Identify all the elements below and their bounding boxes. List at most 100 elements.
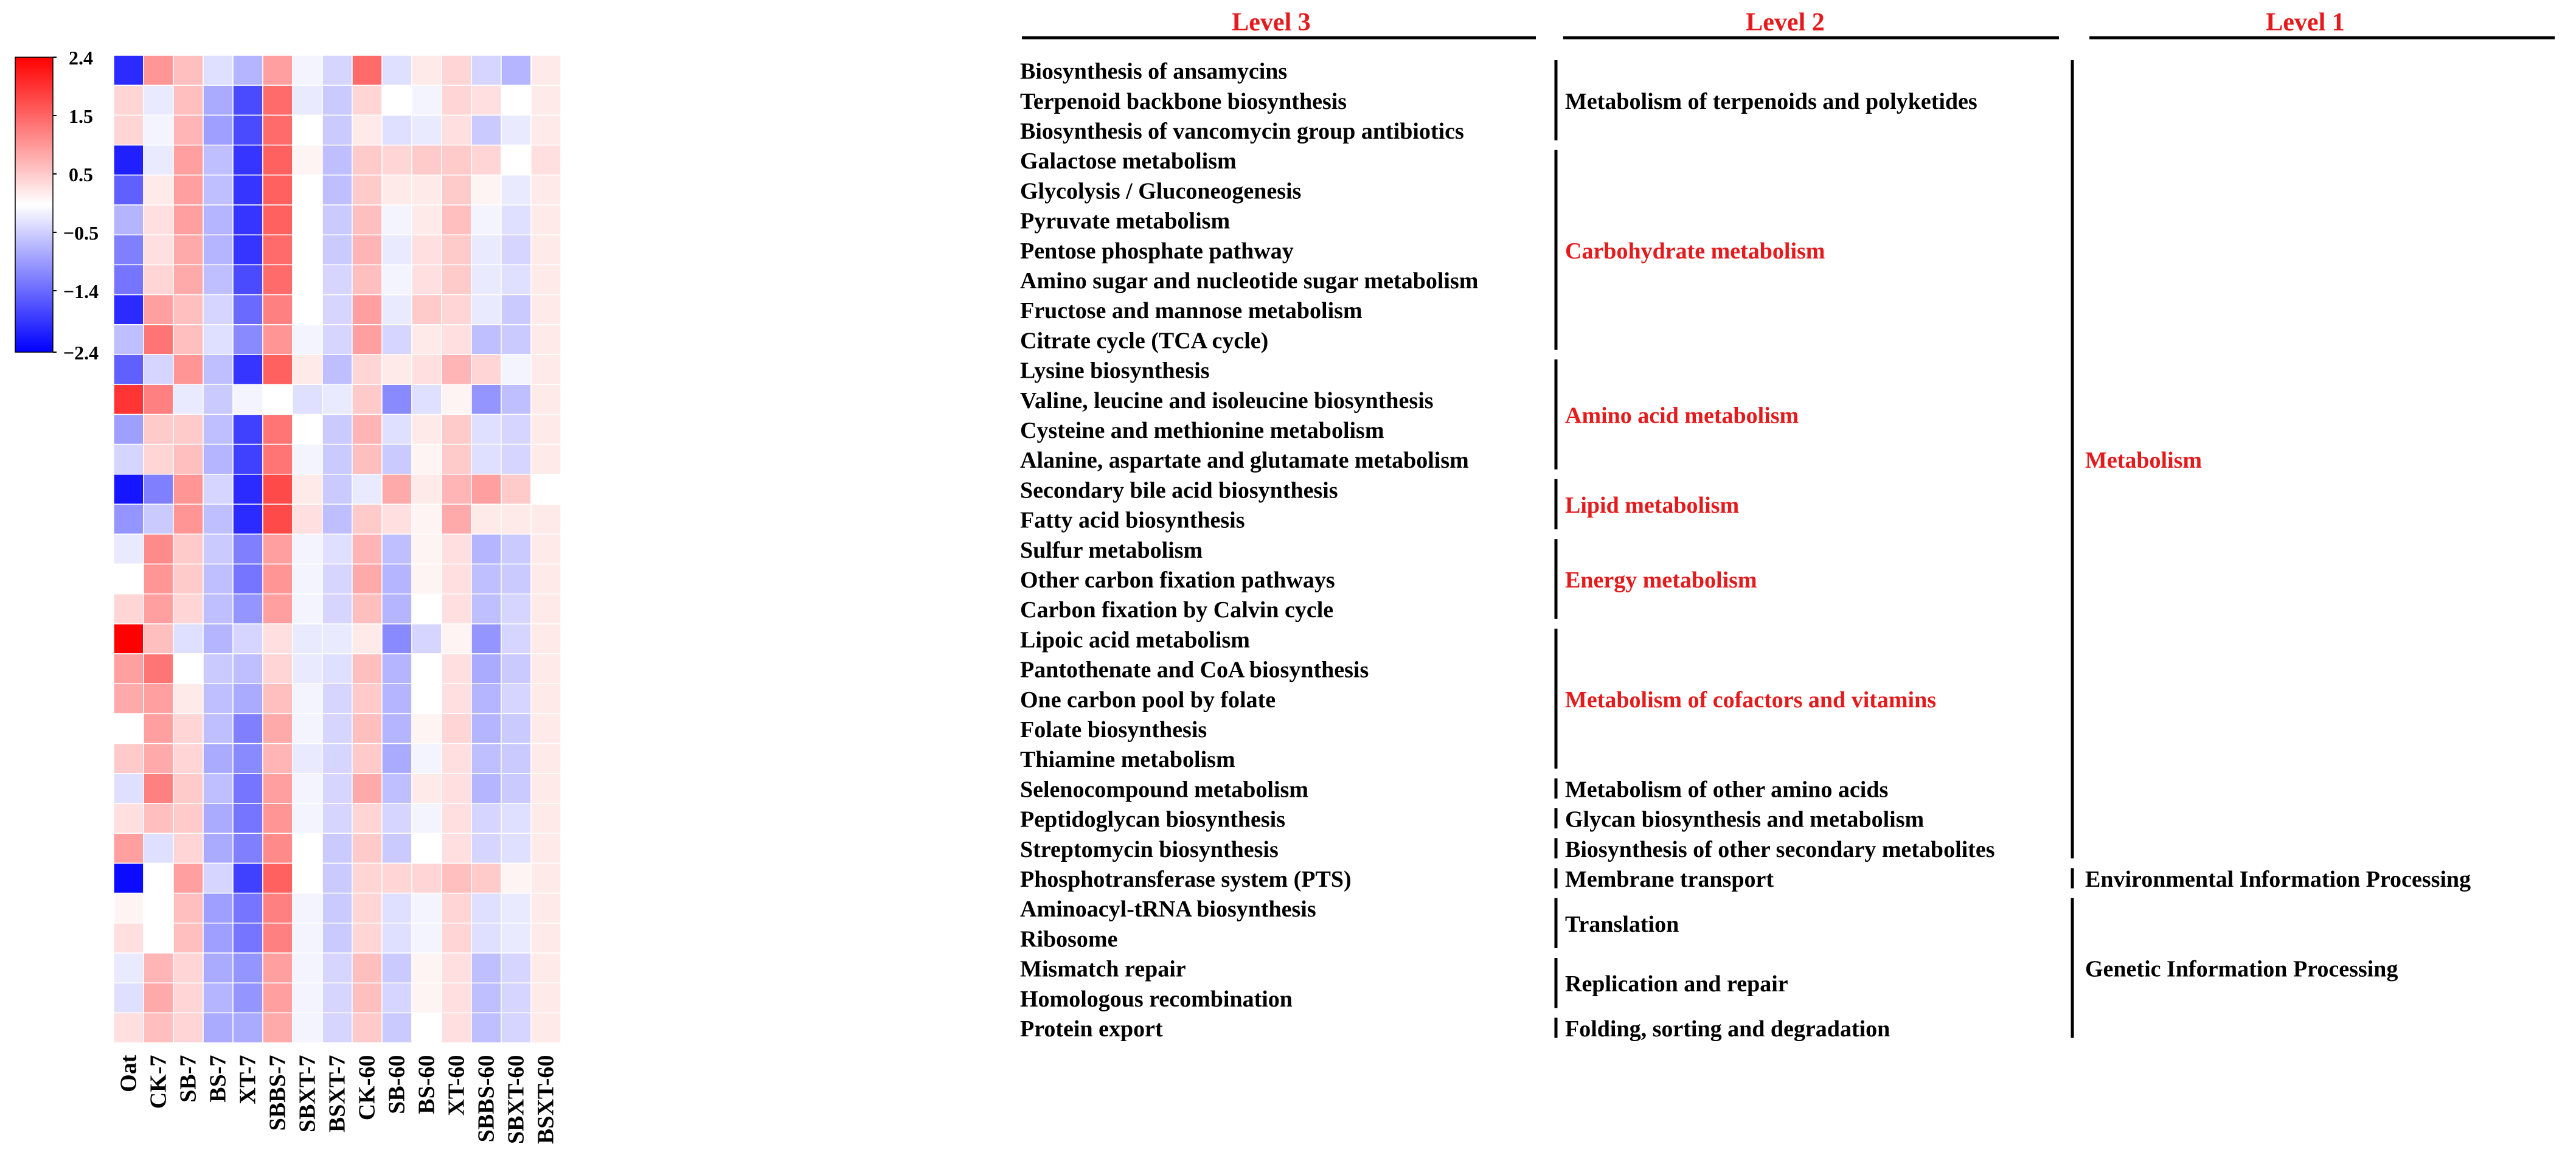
column-label: BSXT-7 bbox=[325, 1055, 350, 1132]
heatmap-cell bbox=[352, 533, 383, 565]
heatmap-cell bbox=[262, 563, 293, 595]
heatmap-cell bbox=[203, 504, 234, 535]
heatmap-cell bbox=[113, 923, 144, 954]
heatmap-cell bbox=[471, 563, 502, 595]
heatmap-cell bbox=[471, 773, 502, 804]
heatmap-cell bbox=[113, 743, 144, 774]
level2-label: Metabolism of terpenoids and polyketides bbox=[1565, 89, 1977, 114]
heatmap-cell bbox=[143, 384, 174, 415]
heatmap-cell bbox=[173, 563, 204, 595]
heatmap-cell bbox=[113, 474, 144, 505]
heatmap-cell bbox=[262, 354, 293, 385]
heatmap-cell bbox=[471, 384, 502, 415]
heatmap-cell bbox=[292, 234, 323, 266]
heatmap-cell bbox=[143, 324, 174, 355]
heatmap-cell bbox=[501, 384, 532, 415]
heatmap-cell bbox=[381, 175, 412, 206]
heatmap-cell bbox=[471, 474, 502, 505]
heatmap-cell bbox=[381, 443, 412, 475]
heatmap-cell bbox=[411, 743, 442, 774]
heatmap-cell bbox=[173, 982, 204, 1014]
heatmap-cell bbox=[471, 803, 502, 834]
heatmap-cell bbox=[262, 653, 293, 684]
heatmap-cell bbox=[262, 474, 293, 505]
heatmap-cell bbox=[411, 414, 442, 445]
heatmap-cell bbox=[143, 923, 174, 954]
heatmap-cell bbox=[113, 623, 144, 654]
heatmap-cell bbox=[381, 144, 412, 176]
level3-labels: Biosynthesis of ansamycins Terpenoid back… bbox=[1020, 59, 1478, 1042]
heatmap-cell bbox=[173, 264, 204, 296]
heatmap-cell bbox=[471, 923, 502, 954]
heatmap-cell bbox=[143, 952, 174, 983]
column-label: Oat bbox=[116, 1055, 142, 1092]
heatmap-cell bbox=[143, 114, 174, 146]
heatmap-cell bbox=[143, 144, 174, 176]
heatmap-cell bbox=[203, 533, 234, 565]
heatmap-cell bbox=[232, 264, 263, 296]
heatmap-cell bbox=[411, 294, 442, 325]
heatmap-cell bbox=[173, 55, 204, 86]
heatmap-cell bbox=[262, 803, 293, 834]
heatmap-cell bbox=[322, 114, 353, 146]
heatmap-cell bbox=[143, 264, 174, 296]
heatmap-cell bbox=[381, 923, 412, 954]
level2-label: Carbohydrate metabolism bbox=[1565, 238, 1825, 264]
heatmap-cell bbox=[203, 773, 234, 804]
heatmap-cell bbox=[322, 144, 353, 176]
heatmap-cell bbox=[381, 833, 412, 864]
heatmap-cell bbox=[352, 55, 383, 86]
heatmap-cell bbox=[501, 324, 532, 355]
heatmap-cell bbox=[113, 653, 144, 684]
heatmap-cell bbox=[352, 952, 383, 983]
level2-label: Folding, sorting and degradation bbox=[1565, 1016, 1890, 1042]
heatmap-cell bbox=[203, 443, 234, 475]
heatmap-cell bbox=[381, 114, 412, 146]
row-label: Ribosome bbox=[1020, 926, 1117, 952]
column-label: SBBS-60 bbox=[474, 1055, 499, 1143]
heatmap-cell bbox=[262, 85, 293, 116]
heatmap-cell bbox=[232, 563, 263, 595]
heatmap-cell bbox=[441, 982, 472, 1014]
heatmap-cell bbox=[232, 384, 263, 415]
heatmap-cell bbox=[441, 204, 472, 235]
heatmap-cell bbox=[352, 623, 383, 654]
heatmap-cell bbox=[441, 55, 472, 86]
heatmap-cell bbox=[203, 85, 234, 116]
heatmap-cell bbox=[143, 862, 174, 894]
heatmap-cell bbox=[232, 653, 263, 684]
heatmap-cell bbox=[232, 175, 263, 206]
heatmap-cell bbox=[411, 862, 442, 894]
heatmap-cell bbox=[173, 234, 204, 266]
heatmap-cell bbox=[322, 474, 353, 505]
heatmap-cell bbox=[530, 55, 561, 86]
heatmap-cell bbox=[411, 833, 442, 864]
heatmap-cell bbox=[322, 923, 353, 954]
heatmap-cell bbox=[113, 683, 144, 715]
heatmap-cell bbox=[292, 204, 323, 235]
heatmap-cell bbox=[471, 892, 502, 924]
heatmap-cell bbox=[262, 862, 293, 894]
heatmap-cell bbox=[262, 55, 293, 86]
level1-label: Metabolism bbox=[2085, 448, 2202, 473]
heatmap-cell bbox=[232, 892, 263, 924]
heatmap-cell bbox=[322, 713, 353, 744]
row-label: Alanine, aspartate and glutamate metabol… bbox=[1020, 448, 1469, 473]
heatmap-cell bbox=[113, 773, 144, 804]
heatmap-cell bbox=[113, 114, 144, 146]
heatmap-cell bbox=[262, 892, 293, 924]
colorbar-tick-label: 2.4 bbox=[69, 47, 93, 69]
heatmap-cell bbox=[292, 653, 323, 684]
heatmap-cell bbox=[143, 443, 174, 475]
heatmap-cell bbox=[501, 923, 532, 954]
heatmap-cell bbox=[471, 324, 502, 355]
heatmap-cell bbox=[322, 803, 353, 834]
heatmap-cell bbox=[381, 414, 412, 445]
heatmap-cell bbox=[411, 593, 442, 625]
heatmap-cell bbox=[173, 1012, 204, 1044]
heatmap-cell bbox=[441, 474, 472, 505]
level2-label: Amino acid metabolism bbox=[1565, 403, 1799, 428]
row-label: Lysine biosynthesis bbox=[1020, 358, 1210, 384]
level2-label: Metabolism of other amino acids bbox=[1565, 777, 1888, 802]
heatmap-cell bbox=[471, 743, 502, 774]
